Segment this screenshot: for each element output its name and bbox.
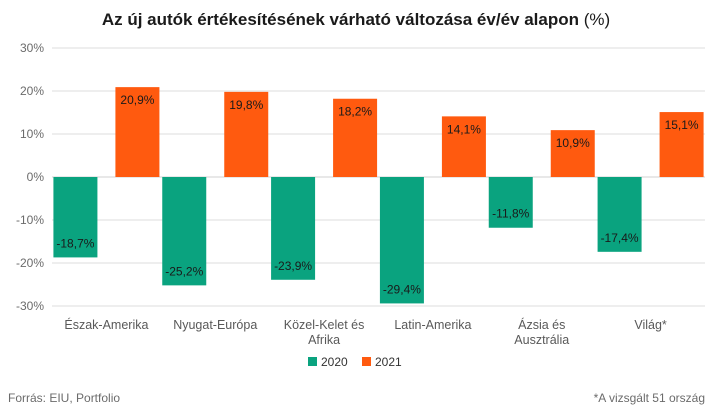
legend-swatch-2021 bbox=[362, 357, 371, 366]
data-label-2020: -11,8% bbox=[492, 207, 529, 221]
source-note: Forrás: EIU, Portfolio bbox=[8, 391, 120, 405]
gridlines bbox=[52, 47, 705, 307]
bar-2021 bbox=[333, 98, 378, 177]
data-label-2021: 18,2% bbox=[338, 105, 372, 119]
data-label-2021: 19,8% bbox=[229, 98, 263, 112]
bar-2021 bbox=[550, 130, 595, 177]
data-label-2020: -29,4% bbox=[383, 282, 421, 296]
bar-2020 bbox=[53, 177, 98, 258]
y-tick-label: 20% bbox=[20, 84, 44, 98]
data-label-2020: -17,4% bbox=[601, 231, 639, 245]
footnote: *A vizsgált 51 ország bbox=[594, 391, 705, 405]
data-label-2020: -23,9% bbox=[274, 259, 312, 273]
data-label-2021: 14,1% bbox=[447, 122, 481, 136]
y-tick-label: 0% bbox=[27, 170, 45, 184]
legend-label-2021: 2021 bbox=[375, 355, 402, 369]
x-tick-label: Észak-Amerika bbox=[64, 317, 148, 332]
data-labels: -18,7% 20,9% -25,2% 19,8% -23,9% 18,2% -29,4% 1… bbox=[56, 93, 699, 296]
data-label-2021: 20,9% bbox=[120, 93, 154, 107]
data-label-2021: 15,1% bbox=[665, 118, 699, 132]
legend-swatch-2020 bbox=[308, 357, 317, 366]
x-axis-categories: Észak-Amerika Nyugat-Európa Közel-Kelet és… bbox=[64, 317, 667, 347]
x-tick-label: Közel-Kelet és Afrika bbox=[284, 318, 365, 347]
legend-label-2020: 2020 bbox=[321, 355, 348, 369]
bar-2020 bbox=[379, 177, 424, 304]
bar-2020 bbox=[597, 177, 642, 252]
legend: 2020 2021 bbox=[308, 355, 402, 369]
data-label-2020: -18,7% bbox=[56, 236, 94, 250]
y-tick-label: -10% bbox=[16, 213, 44, 227]
y-tick-label: 30% bbox=[20, 41, 44, 55]
y-tick-label: -20% bbox=[16, 256, 44, 270]
bars bbox=[53, 87, 704, 304]
x-tick-label: Latin-Amerika bbox=[394, 318, 471, 332]
y-tick-label: -30% bbox=[16, 299, 44, 313]
chart-title-main: Az új autók értékesítésének várható vált… bbox=[102, 10, 579, 29]
bar-2020 bbox=[488, 177, 533, 228]
x-tick-label: Világ* bbox=[634, 318, 667, 332]
bar-2020 bbox=[162, 177, 207, 286]
bar-2021 bbox=[441, 116, 486, 177]
bar-2021 bbox=[115, 87, 160, 177]
bar-2021 bbox=[224, 91, 269, 177]
data-label-2020: -25,2% bbox=[165, 264, 203, 278]
x-tick-label: Ázsia és Ausztrália bbox=[514, 317, 569, 347]
bar-2020 bbox=[271, 177, 316, 280]
chart-title-unit: (%) bbox=[584, 10, 610, 29]
chart-title: Az új autók értékesítésének várható vált… bbox=[102, 10, 610, 29]
data-label-2021: 10,9% bbox=[556, 136, 590, 150]
y-axis-ticks: 30% 20% 10% 0% -10% -20% -30% bbox=[16, 41, 44, 313]
x-tick-label: Nyugat-Európa bbox=[173, 318, 257, 332]
bar-2021 bbox=[659, 112, 704, 177]
y-tick-label: 10% bbox=[20, 127, 44, 141]
